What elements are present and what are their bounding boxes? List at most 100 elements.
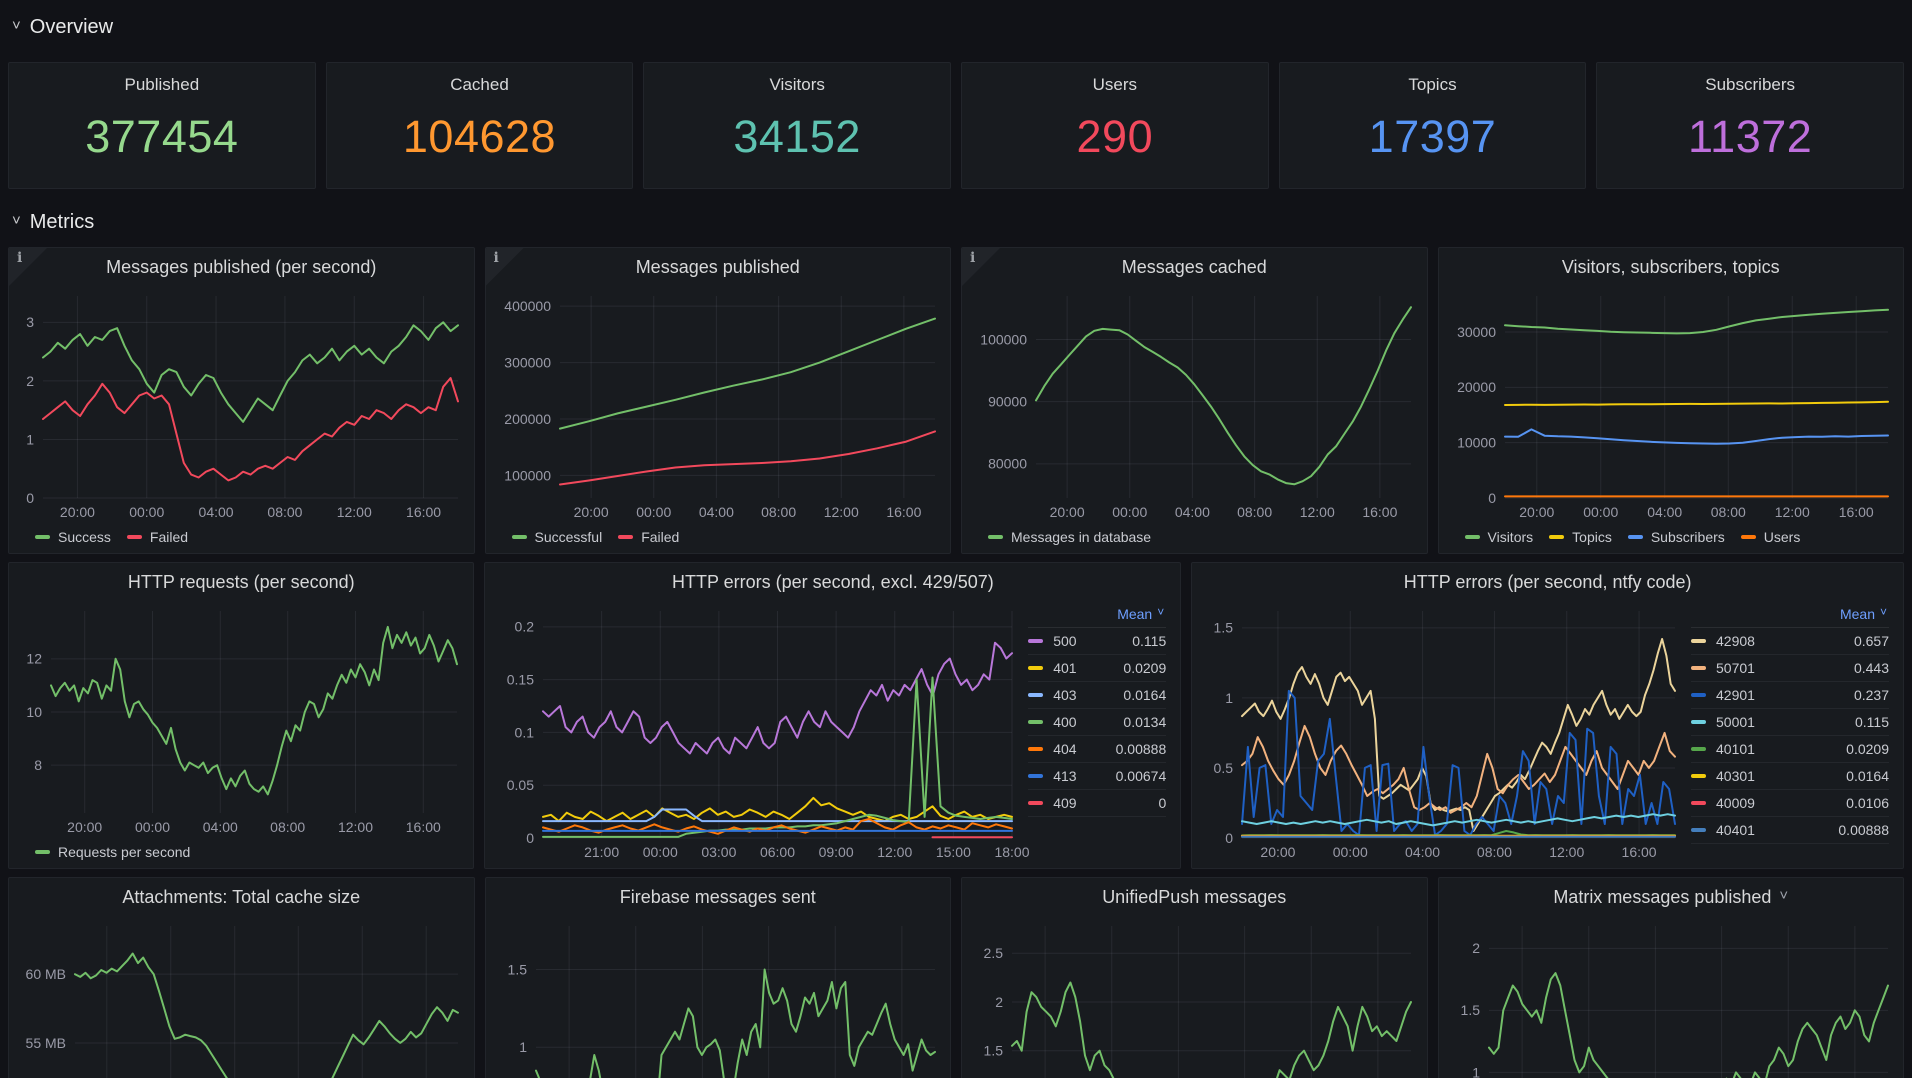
panel-title[interactable]: Messages published (per second) bbox=[106, 256, 377, 277]
panel-matrix-messages: Matrix messages published˅ 0.511.5220:00… bbox=[1437, 877, 1904, 1078]
panel-title[interactable]: HTTP errors (per second, ntfy code) bbox=[1403, 571, 1692, 592]
plot-area[interactable]: 0 1 2 3 20:00 00:00 04:00 08:00 12:00 16:00 bbox=[19, 286, 464, 524]
row-header-overview[interactable]: ˅ Overview bbox=[8, 10, 1904, 44]
chart-http-requests[interactable]: 8 10 12 20:00 00:00 04:00 08:00 12:00 16:00 Reque… bbox=[9, 601, 473, 868]
legend-row[interactable]: 42908 0.657 bbox=[1691, 628, 1889, 655]
legend-row[interactable]: 404 0.00888 bbox=[1028, 736, 1167, 763]
series-Visitors bbox=[1503, 308, 1889, 335]
plot-area[interactable]: 8 10 12 20:00 00:00 04:00 08:00 12:00 16:00 bbox=[19, 601, 463, 839]
legend-swatch bbox=[35, 535, 50, 539]
legend-item[interactable]: Subscribers bbox=[1627, 529, 1725, 545]
legend-swatch bbox=[1691, 693, 1706, 697]
x-tick-label: 00:00 bbox=[1112, 504, 1147, 520]
panel-title[interactable]: HTTP errors (per second, excl. 429/507) bbox=[671, 571, 994, 592]
panel-title[interactable]: Messages cached bbox=[1121, 256, 1267, 277]
legend-row[interactable]: 40401 0.00888 bbox=[1691, 817, 1889, 844]
plot-area[interactable]: 80000 90000 100000 20:00 00:00 04:00 08:00 12:0… bbox=[972, 286, 1417, 524]
legend-row[interactable]: 40301 0.0164 bbox=[1691, 763, 1889, 790]
plot-area[interactable]: 0 10000 20000 30000 20:00 00:00 04:00 08:00 12:0… bbox=[1449, 286, 1894, 524]
panel-messages-published: i Messages published 100000 200000 300000 4… bbox=[484, 247, 951, 554]
chevron-down-icon: ˅ bbox=[1779, 886, 1789, 904]
x-tick-label: 12:00 bbox=[337, 504, 372, 520]
legend-row[interactable]: 403 0.0164 bbox=[1028, 682, 1167, 709]
legend-mean-value: 0.443 bbox=[1853, 660, 1889, 676]
panel-title[interactable]: UnifiedPush messages bbox=[1102, 886, 1287, 907]
legend-label: 401 bbox=[1053, 660, 1077, 676]
plot-area[interactable]: 0 0.05 0.1 0.15 0.2 21:00 00:00 03:00 06:00 09:00… bbox=[495, 601, 1030, 864]
x-tick-label: 16:00 bbox=[406, 819, 441, 835]
chart-visitors-subscribers-topics[interactable]: 0 10000 20000 30000 20:00 00:00 04:00 08:00 12:0… bbox=[1439, 286, 1904, 553]
legend-item[interactable]: Visitors bbox=[1464, 529, 1533, 545]
legend-item[interactable]: Users bbox=[1740, 529, 1800, 545]
stat-subscribers: Subscribers 11372 bbox=[1596, 62, 1904, 189]
legend-swatch bbox=[988, 535, 1003, 539]
legend-mean-value: 0.115 bbox=[1855, 714, 1889, 730]
chart-http-errors-ntfy[interactable]: 0 0.5 1 1.5 20:00 00:00 04:00 08:00 12:00 16:00 Me… bbox=[1192, 601, 1903, 868]
legend-row[interactable]: 42901 0.237 bbox=[1691, 682, 1889, 709]
legend-mean-header[interactable]: Mean ˅ bbox=[1028, 603, 1167, 628]
legend-item[interactable]: Topics bbox=[1549, 529, 1612, 545]
legend-row[interactable]: 500 0.115 bbox=[1028, 628, 1167, 655]
stat-title: Users bbox=[1092, 75, 1138, 94]
legend-table: Mean ˅ 500 0.115 401 0.0209 403 0.0164 400 0.0134… bbox=[1018, 601, 1170, 864]
plot-area[interactable]: 100000 200000 300000 400000 20:00 00:00 04:00 0… bbox=[496, 286, 941, 524]
legend-item[interactable]: Failed bbox=[126, 529, 188, 545]
legend-item[interactable]: Successful bbox=[511, 529, 602, 545]
legend-item[interactable]: Requests per second bbox=[35, 844, 190, 860]
series-404 bbox=[542, 818, 1014, 835]
y-tick-label: 1 bbox=[1472, 1064, 1480, 1078]
legend-label: 42908 bbox=[1716, 633, 1755, 649]
legend-row[interactable]: 50001 0.115 bbox=[1691, 709, 1889, 736]
panel-title[interactable]: Matrix messages published ˅ bbox=[1553, 886, 1789, 907]
x-tick-label: 04:00 bbox=[1405, 844, 1440, 860]
chart-messages-published[interactable]: 100000 200000 300000 400000 20:00 00:00 04:00 0… bbox=[486, 286, 951, 553]
y-tick-label: 400000 bbox=[504, 298, 551, 314]
panel-title[interactable]: Messages published bbox=[635, 256, 800, 277]
y-tick-label: 20000 bbox=[1457, 379, 1496, 395]
legend-row[interactable]: 40101 0.0209 bbox=[1691, 736, 1889, 763]
stat-title: Topics bbox=[1408, 75, 1457, 94]
legend-swatch bbox=[1691, 774, 1706, 778]
series-UnifiedPush bbox=[1011, 981, 1412, 1078]
legend-label: 40301 bbox=[1716, 768, 1755, 784]
legend-row[interactable]: 50701 0.443 bbox=[1691, 655, 1889, 682]
x-tick-label: 04:00 bbox=[1175, 504, 1210, 520]
legend-swatch bbox=[1028, 693, 1044, 697]
legend-label: 404 bbox=[1053, 741, 1077, 757]
row-header-metrics[interactable]: ˅ Metrics bbox=[8, 205, 1904, 239]
legend-row[interactable]: 401 0.0209 bbox=[1028, 655, 1167, 682]
legend-row[interactable]: 413 0.00674 bbox=[1028, 763, 1167, 790]
legend-item[interactable]: Success bbox=[35, 529, 111, 545]
y-tick-label: 30000 bbox=[1457, 324, 1496, 340]
x-tick-label: 18:00 bbox=[995, 844, 1030, 860]
legend-row[interactable]: 40009 0.0106 bbox=[1691, 790, 1889, 817]
legend-item[interactable]: Messages in database bbox=[988, 529, 1151, 545]
panel-title[interactable]: Firebase messages sent bbox=[619, 886, 816, 907]
legend-item[interactable]: Failed bbox=[618, 529, 679, 545]
y-tick-label: 1.5 bbox=[984, 1043, 1004, 1059]
plot-area[interactable]: 0 0.5 1 1.5 20:00 00:00 04:00 08:00 12:00 16:00 bbox=[1202, 601, 1681, 864]
series-42901 bbox=[1241, 689, 1677, 837]
metrics-row-2: HTTP requests (per second) 8 10 12 20:00 00:… bbox=[8, 562, 1904, 869]
legend-label: 40401 bbox=[1716, 822, 1755, 838]
legend-row[interactable]: 400 0.0134 bbox=[1028, 709, 1167, 736]
panel-title[interactable]: HTTP requests (per second) bbox=[127, 571, 355, 592]
chart-messages-published-rate[interactable]: 0 1 2 3 20:00 00:00 04:00 08:00 12:00 16:00 Succes… bbox=[9, 286, 474, 553]
chart-messages-cached[interactable]: 80000 90000 100000 20:00 00:00 04:00 08:00 12:0… bbox=[962, 286, 1427, 553]
chart-http-errors-general[interactable]: 0 0.05 0.1 0.15 0.2 21:00 00:00 03:00 06:00 09:00… bbox=[485, 601, 1180, 868]
panel-title[interactable]: Visitors, subscribers, topics bbox=[1561, 256, 1780, 277]
legend-row[interactable]: 409 0 bbox=[1028, 790, 1167, 817]
panel-title[interactable]: Attachments: Total cache size bbox=[122, 886, 361, 907]
x-tick-label: 00:00 bbox=[636, 504, 671, 520]
legend-mean-header[interactable]: Mean ˅ bbox=[1691, 603, 1889, 628]
